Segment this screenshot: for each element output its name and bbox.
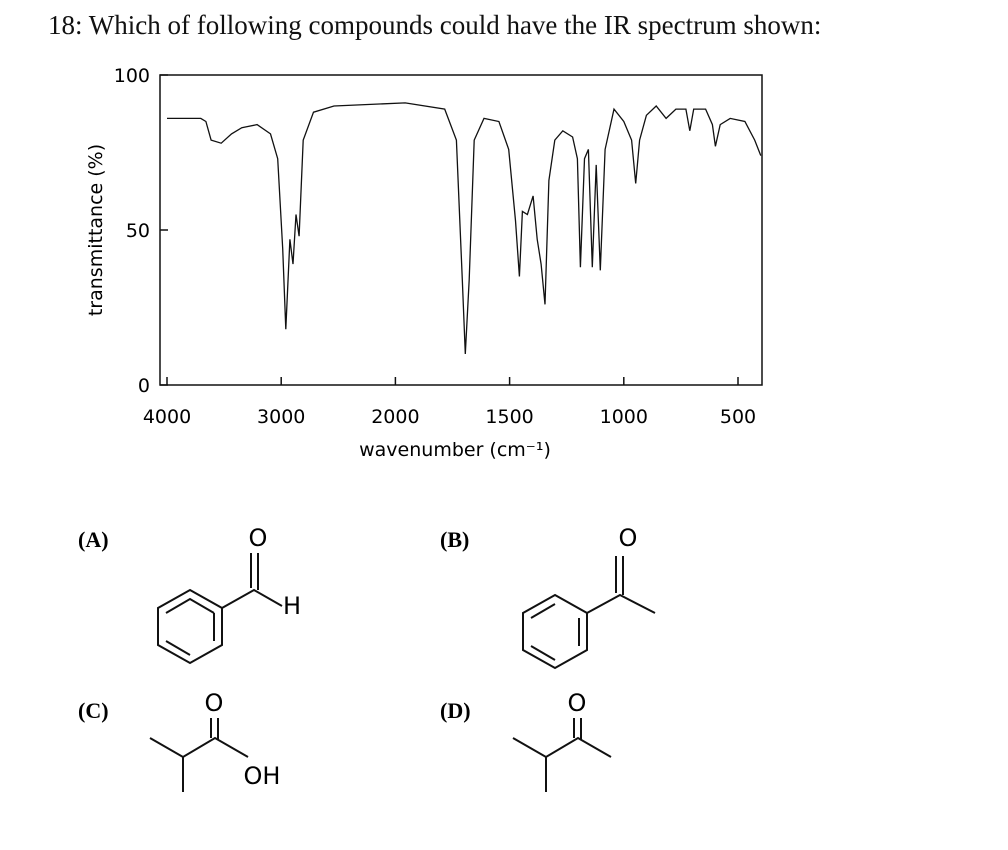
option-label: (A) (78, 527, 109, 552)
atom: O (205, 689, 224, 717)
x-tick-label: 3000 (257, 406, 305, 428)
ring (157, 588, 223, 665)
atom: O (249, 524, 268, 552)
x-axis-label: wavenumber (cm⁻¹) (359, 439, 551, 461)
option-label: (D) (440, 698, 471, 723)
ring-inner (165, 597, 215, 614)
y-axis-label: transmittance (%) (85, 144, 107, 316)
x-tick-label: 500 (720, 406, 756, 428)
y-tick-label: 0 (138, 375, 150, 397)
structures: (A) (B) (C) (D) O H O O OH O (78, 524, 656, 792)
ir-chart: transmittance (%) wavenumber (cm⁻¹) 0 50 1… (85, 65, 763, 461)
x-tick-label: 2000 (371, 406, 419, 428)
question: 18: Which of following compounds could h… (48, 10, 821, 40)
atom: O (568, 689, 587, 717)
y-tick-label: 100 (114, 65, 150, 87)
option-label: (B) (440, 527, 469, 552)
atom: O (619, 524, 638, 552)
atom: H (283, 592, 301, 620)
y-tick-label: 50 (126, 220, 150, 242)
x-tick-label: 1000 (600, 406, 648, 428)
x-tick-label: 1500 (485, 406, 533, 428)
plot-frame (159, 74, 763, 386)
option-label: (C) (78, 698, 109, 723)
atom: OH (244, 762, 281, 790)
spectrum-line (167, 102, 762, 355)
x-tick-label: 4000 (143, 406, 191, 428)
